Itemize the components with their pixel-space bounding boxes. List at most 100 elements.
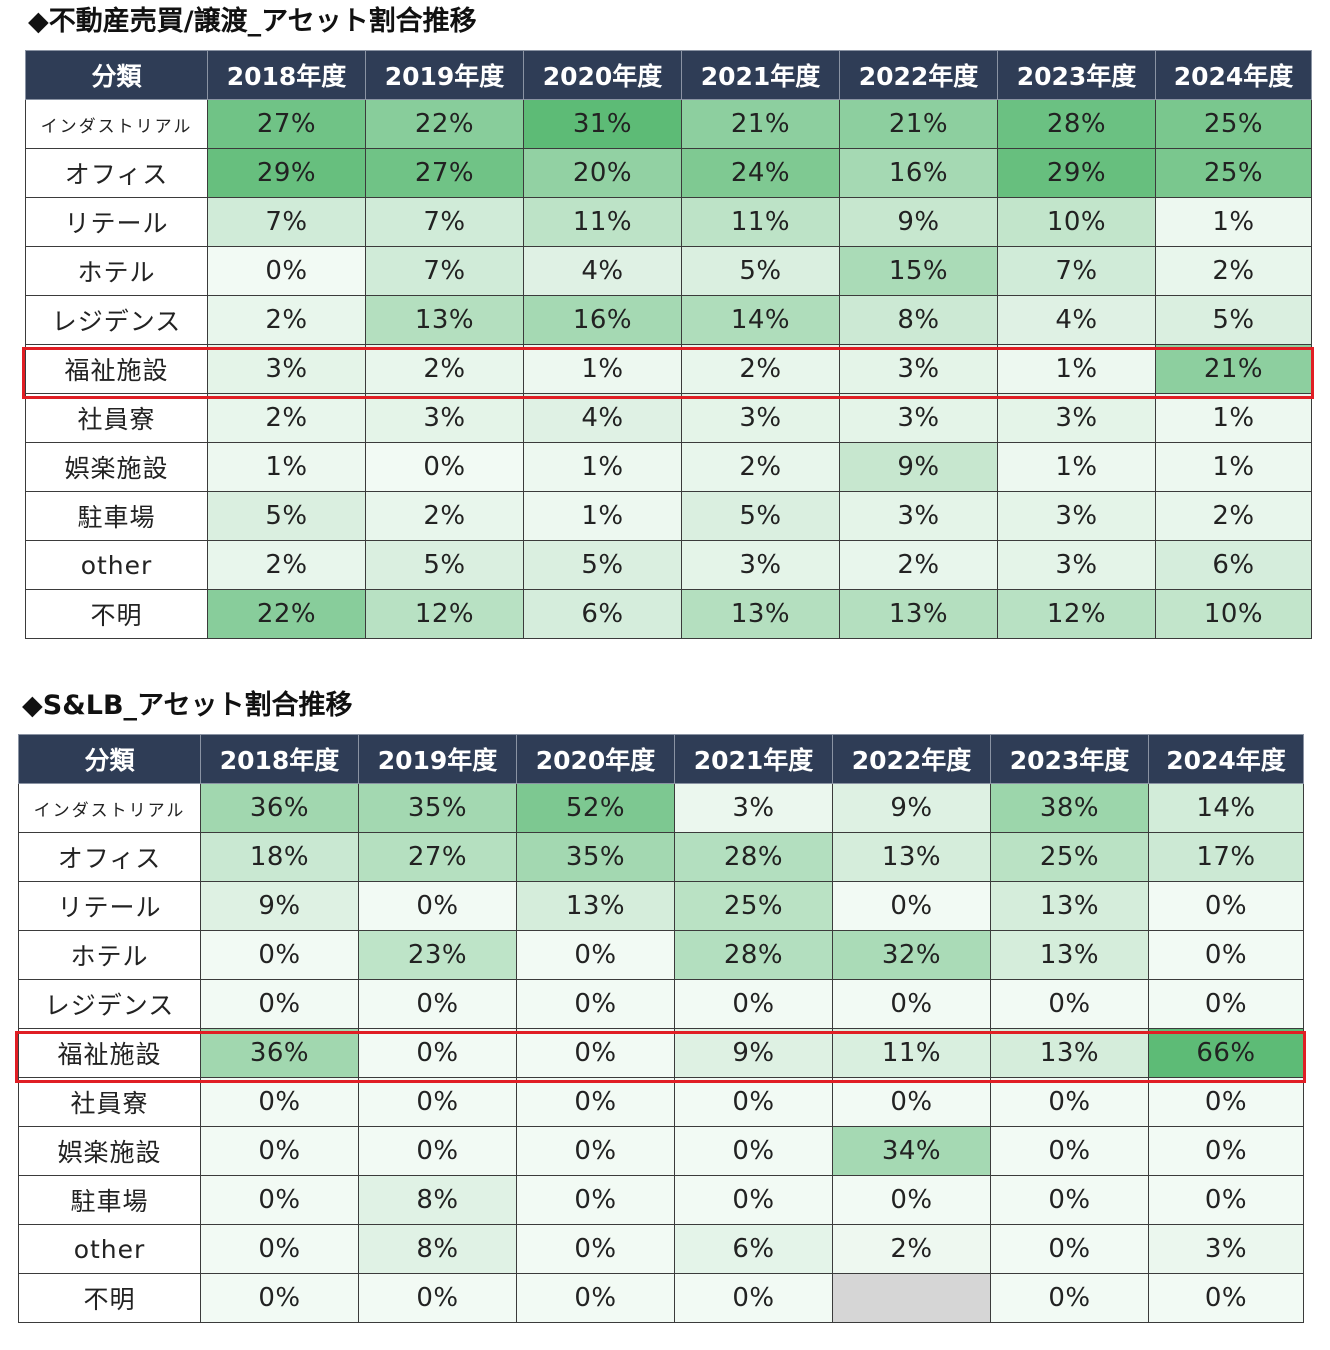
row-label: リテール	[18, 881, 201, 931]
value-cell: 0%	[1148, 1273, 1304, 1323]
value-cell: 0%	[516, 1224, 675, 1274]
row-label: オフィス	[25, 148, 208, 198]
value-cell: 3%	[997, 393, 1156, 443]
value-cell: 0%	[832, 1175, 991, 1225]
value-cell: 0%	[358, 881, 517, 931]
value-cell: 23%	[358, 930, 517, 980]
value-cell: 3%	[365, 393, 524, 443]
value-cell: 10%	[1155, 589, 1312, 639]
value-cell: 6%	[674, 1224, 833, 1274]
value-cell: 1%	[997, 442, 1156, 492]
value-cell: 25%	[1155, 99, 1312, 149]
value-cell: 3%	[674, 783, 833, 833]
value-cell: 12%	[997, 589, 1156, 639]
table-row: other 2% 5% 5% 3% 2% 3% 6%	[25, 540, 1312, 590]
value-cell: 18%	[200, 832, 359, 882]
header-year: 2019年度	[365, 50, 524, 100]
row-label: other	[25, 540, 208, 590]
value-cell: 3%	[207, 344, 366, 394]
header-category: 分類	[18, 734, 201, 784]
value-cell: 12%	[365, 589, 524, 639]
value-cell: 1%	[523, 442, 682, 492]
value-cell: 27%	[207, 99, 366, 149]
header-category: 分類	[25, 50, 208, 100]
row-label: 福祉施設	[18, 1028, 201, 1078]
value-cell: 0%	[990, 1273, 1149, 1323]
value-cell: 0%	[516, 1126, 675, 1176]
value-cell: 2%	[207, 393, 366, 443]
value-cell: 0%	[200, 930, 359, 980]
row-label: インダストリアル	[25, 99, 208, 149]
header-year: 2023年度	[990, 734, 1149, 784]
header-year: 2022年度	[832, 734, 991, 784]
value-cell: 3%	[839, 393, 998, 443]
header-row: 分類 2018年度 2019年度 2020年度 2021年度 2022年度 2023年度 20…	[18, 734, 1304, 784]
value-cell: 7%	[365, 246, 524, 296]
row-label: 駐車場	[25, 491, 208, 541]
value-cell: 2%	[207, 540, 366, 590]
value-cell: 13%	[839, 589, 998, 639]
value-cell: 13%	[681, 589, 840, 639]
value-cell: 27%	[358, 832, 517, 882]
value-cell: 0%	[516, 1028, 675, 1078]
value-cell: 0%	[1148, 881, 1304, 931]
value-cell: 2%	[1155, 491, 1312, 541]
value-cell: 11%	[523, 197, 682, 247]
value-cell: 32%	[832, 930, 991, 980]
row-label: オフィス	[18, 832, 201, 882]
value-cell: 0%	[990, 1224, 1149, 1274]
value-cell: 21%	[1155, 344, 1312, 394]
value-cell: 11%	[832, 1028, 991, 1078]
table1-title: ◆不動産売買/譲渡_アセット割合推移	[28, 6, 477, 37]
value-cell: 13%	[516, 881, 675, 931]
value-cell: 1%	[523, 344, 682, 394]
value-cell: 0%	[207, 246, 366, 296]
value-cell: 28%	[674, 832, 833, 882]
value-cell: 3%	[681, 393, 840, 443]
value-cell: 36%	[200, 783, 359, 833]
value-cell: 0%	[1148, 1175, 1304, 1225]
value-cell: 0%	[358, 1077, 517, 1127]
value-cell: 2%	[681, 442, 840, 492]
value-cell: 35%	[516, 832, 675, 882]
table-row: リテール 7% 7% 11% 11% 9% 10% 1%	[25, 197, 1312, 247]
row-label: 娯楽施設	[18, 1126, 201, 1176]
value-cell: 0%	[674, 1126, 833, 1176]
value-cell: 5%	[207, 491, 366, 541]
value-cell: 0%	[674, 1175, 833, 1225]
value-cell: 31%	[523, 99, 682, 149]
row-label: 娯楽施設	[25, 442, 208, 492]
value-cell: 9%	[839, 197, 998, 247]
value-cell: 52%	[516, 783, 675, 833]
value-cell: 2%	[207, 295, 366, 345]
value-cell: 11%	[681, 197, 840, 247]
value-cell: 14%	[1148, 783, 1304, 833]
value-cell: 5%	[681, 491, 840, 541]
asset-share-table-slb: 分類 2018年度 2019年度 2020年度 2021年度 2022年度 2023年度 20…	[18, 734, 1304, 1323]
row-label: 不明	[25, 589, 208, 639]
value-cell: 36%	[200, 1028, 359, 1078]
table-row: 娯楽施設 1% 0% 1% 2% 9% 1% 1%	[25, 442, 1312, 492]
value-cell: 0%	[990, 979, 1149, 1029]
value-cell: 0%	[358, 979, 517, 1029]
table-row: レジデンス 2% 13% 16% 14% 8% 4% 5%	[25, 295, 1312, 345]
value-cell: 2%	[365, 344, 524, 394]
value-cell: 3%	[997, 540, 1156, 590]
value-cell: 0%	[358, 1028, 517, 1078]
value-cell: 21%	[839, 99, 998, 149]
value-cell: 0%	[200, 1077, 359, 1127]
value-cell: 28%	[674, 930, 833, 980]
value-cell: 2%	[839, 540, 998, 590]
value-cell: 1%	[207, 442, 366, 492]
value-cell: 3%	[681, 540, 840, 590]
table2-title: ◆S&LB_アセット割合推移	[22, 690, 353, 721]
empty-cell	[832, 1273, 991, 1323]
value-cell: 16%	[839, 148, 998, 198]
value-cell: 0%	[674, 979, 833, 1029]
row-label: 不明	[18, 1273, 201, 1323]
row-label: リテール	[25, 197, 208, 247]
value-cell: 10%	[997, 197, 1156, 247]
header-year: 2021年度	[674, 734, 833, 784]
value-cell: 1%	[1155, 197, 1312, 247]
value-cell: 17%	[1148, 832, 1304, 882]
